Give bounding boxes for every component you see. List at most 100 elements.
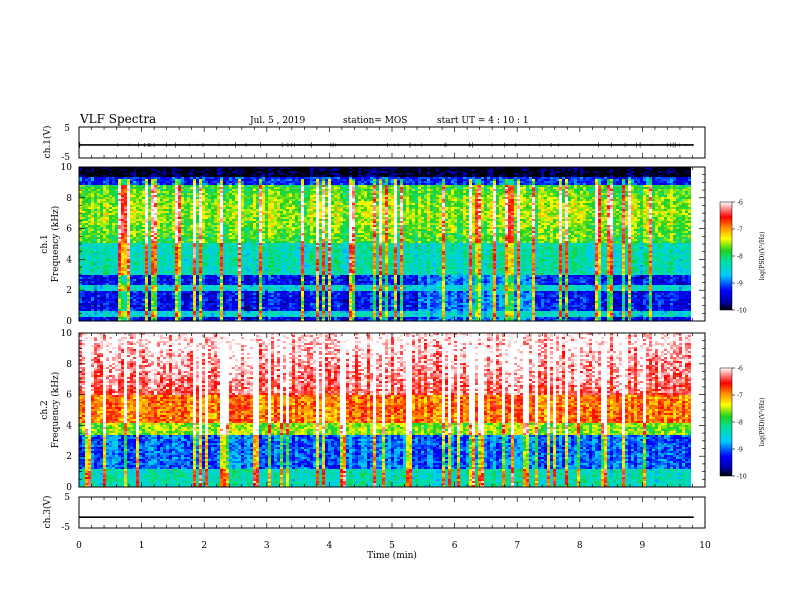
spectrogram-cell <box>202 271 205 273</box>
spectrogram-cell <box>226 261 229 263</box>
spectrogram-cell <box>136 249 139 251</box>
spectrogram-cell <box>106 275 109 277</box>
spectrogram-cell <box>151 179 154 181</box>
spectrogram-cell <box>148 317 151 319</box>
spectrogram-cell <box>199 209 202 211</box>
spectrogram-cell <box>247 251 250 253</box>
spectrogram-cell <box>133 305 136 307</box>
spectrogram-cell <box>184 255 187 257</box>
spectrogram-cell <box>178 193 181 195</box>
spectrogram-cell <box>151 227 154 229</box>
spectrogram-cell <box>250 251 253 253</box>
spectrogram-cell <box>97 249 100 251</box>
spectrogram-cell <box>145 179 148 181</box>
spectrogram-cell <box>202 227 205 229</box>
spectrogram-cell <box>226 199 229 201</box>
spectrogram-cell <box>88 273 91 275</box>
spectrogram-cell <box>148 173 151 175</box>
spectrogram-cell <box>82 261 85 263</box>
spectrogram-cell <box>214 263 217 265</box>
spectrogram-cell <box>130 261 133 263</box>
spectrogram-cell <box>79 211 82 213</box>
spectrogram-cell <box>166 243 169 245</box>
spectrogram-cell <box>88 279 91 281</box>
spectrogram-cell <box>100 203 103 205</box>
spectrogram-cell <box>244 241 247 243</box>
spectrogram-cell <box>223 281 226 283</box>
spectrogram-cell <box>112 231 115 233</box>
spectrogram-cell <box>166 207 169 209</box>
spectrogram-cell <box>169 183 172 185</box>
spectrogram-cell <box>154 253 157 255</box>
spectrogram-cell <box>160 199 163 201</box>
spectrogram-cell <box>232 167 235 169</box>
spectrogram-cell <box>169 251 172 253</box>
spectrogram-cell <box>265 245 268 247</box>
spectrogram-cell <box>163 207 166 209</box>
spectrogram-cell <box>163 185 166 187</box>
spectrogram-cell <box>163 233 166 235</box>
spectrogram-cell <box>88 311 91 313</box>
spectrogram-cell <box>196 283 199 285</box>
spectrogram-cell <box>169 175 172 177</box>
spectrogram-cell <box>136 195 139 197</box>
spectrogram-cell <box>205 247 208 249</box>
spectrogram-cell <box>106 211 109 213</box>
spectrogram-cell <box>115 171 118 173</box>
spectrogram-cell <box>148 203 151 205</box>
spectrogram-cell <box>196 187 199 189</box>
spectrogram-cell <box>139 243 142 245</box>
spectrogram-cell <box>208 191 211 193</box>
spectrogram-cell <box>178 309 181 311</box>
spectrogram-cell <box>91 267 94 269</box>
spectrogram-cell <box>238 299 241 301</box>
spectrogram-cell <box>178 245 181 247</box>
spectrogram-cell <box>163 307 166 309</box>
spectrogram-cell <box>250 229 253 231</box>
spectrogram-cell <box>121 271 124 273</box>
spectrogram-cell <box>169 193 172 195</box>
spectrogram-cell <box>175 319 178 321</box>
spectrogram-cell <box>106 309 109 311</box>
spectrogram-cell <box>232 173 235 175</box>
spectrogram-cell <box>115 275 118 277</box>
spectrogram-cell <box>160 301 163 303</box>
spectrogram-cell <box>130 283 133 285</box>
spectrogram-cell <box>226 275 229 277</box>
spectrogram-cell <box>130 169 133 171</box>
spectrogram-cell <box>160 219 163 221</box>
spectrogram-cell <box>169 199 172 201</box>
spectrogram-cell <box>136 309 139 311</box>
spectrogram-cell <box>103 293 106 295</box>
spectrogram-cell <box>142 263 145 265</box>
spectrogram-cell <box>127 193 130 195</box>
spectrogram-cell <box>244 239 247 241</box>
spectrogram-cell <box>199 315 202 317</box>
spectrogram-cell <box>244 299 247 301</box>
spectrogram-cell <box>127 267 130 269</box>
spectrogram-cell <box>145 221 148 223</box>
spectrogram-cell <box>97 227 100 229</box>
spectrogram-cell <box>205 183 208 185</box>
spectrogram-cell <box>253 315 256 317</box>
spectrogram-cell <box>130 225 133 227</box>
spectrogram-cell <box>238 301 241 303</box>
spectrogram-cell <box>211 247 214 249</box>
spectrogram-cell <box>235 281 238 283</box>
spectrogram-cell <box>112 313 115 315</box>
spectrogram-cell <box>253 185 256 187</box>
spectrogram-cell <box>154 225 157 227</box>
spectrogram-cell <box>154 183 157 185</box>
spectrogram-cell <box>235 283 238 285</box>
spectrogram-cell <box>226 187 229 189</box>
spectrogram-cell <box>193 239 196 241</box>
spectrogram-cell <box>172 233 175 235</box>
spectrogram-cell <box>256 301 259 303</box>
spectrogram-cell <box>172 217 175 219</box>
spectrogram-cell <box>82 171 85 173</box>
spectrogram-cell <box>139 237 142 239</box>
spectrogram-cell <box>253 293 256 295</box>
spectrogram-cell <box>220 317 223 319</box>
spectrogram-cell <box>103 245 106 247</box>
spectrogram-cell <box>154 257 157 259</box>
